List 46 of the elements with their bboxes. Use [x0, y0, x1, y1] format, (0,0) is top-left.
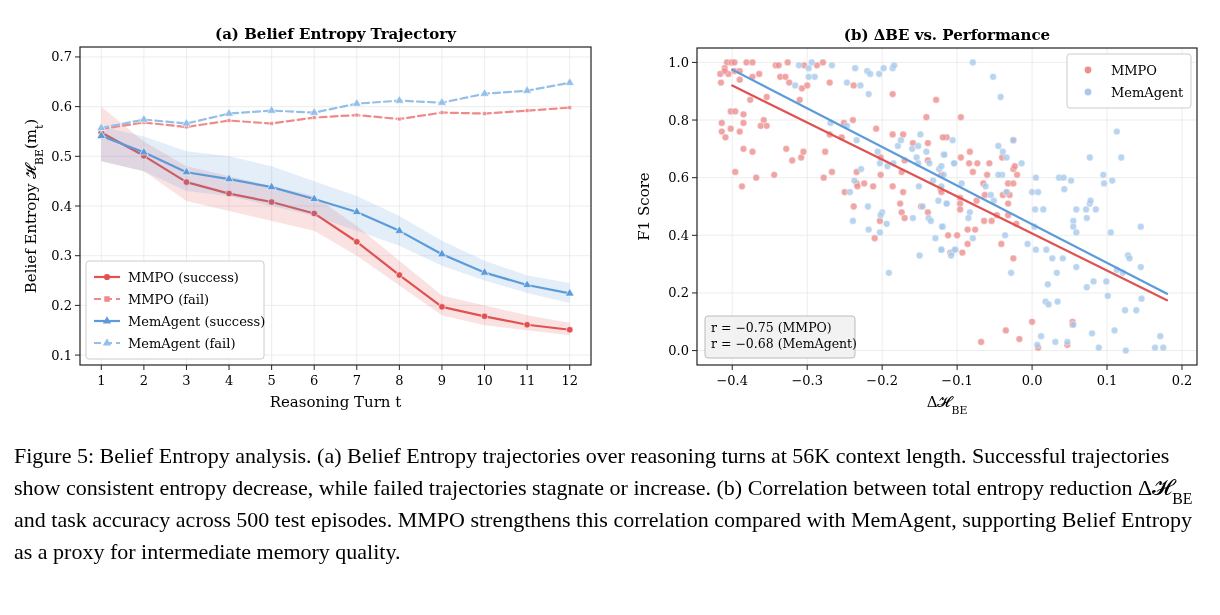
- x-tick-label: −0.1: [941, 373, 973, 388]
- x-tick-label: 7: [352, 373, 361, 388]
- chart-title: (a) Belief Entropy Trajectory: [215, 25, 458, 43]
- y-tick-label: 0.0: [668, 343, 689, 359]
- x-tick-label: 4: [224, 373, 234, 388]
- annotation: r = −0.75 (MMPO): [711, 320, 832, 335]
- legend-label: MemAgent (fail): [128, 335, 236, 351]
- x-tick-label: 9: [437, 373, 447, 388]
- y-tick-label: 0.3: [51, 248, 72, 264]
- caption: Figure 5: Belief Entropy analysis. (a) Belief Entropy trajectories over reasoning turns at 56K context length. Successful trajectories show consistent entropy decrease, while failed trajectories stagnate or increase. (b) Correlation between total entropy reduction Δ𝓗$_{BE}$ and task accuracy across 500 test episodes. MMPO strengthens this correlation compared with MemAgent, supporting Belief Entropy as a proxy for intermediate memory quality.: [14, 443, 1193, 564]
- legend-label: MMPO (success): [128, 269, 239, 285]
- y-axis-title: F1 Score: [635, 172, 653, 241]
- legend-label: MemAgent: [1111, 84, 1185, 100]
- y-tick-label: 0.4: [51, 198, 72, 214]
- y-tick-label: 0.6: [668, 170, 689, 186]
- x-tick-label: 5: [267, 373, 276, 388]
- x-tick-label: 1: [97, 373, 106, 388]
- x-tick-label: −0.4: [716, 373, 749, 388]
- x-tick-label: −0.3: [791, 373, 823, 388]
- x-tick-label: 2: [139, 373, 149, 388]
- y-tick-label: 0.6: [51, 99, 72, 115]
- x-tick-label: 6: [310, 373, 319, 388]
- x-tick-label: −0.2: [866, 373, 898, 388]
- y-tick-label: 0.5: [51, 148, 72, 164]
- legend-label: MMPO: [1111, 62, 1158, 78]
- x-tick-label: 0.0: [1021, 373, 1043, 388]
- y-tick-label: 0.2: [51, 297, 72, 313]
- legend-label: MemAgent (success): [128, 313, 266, 329]
- annotation: r = −0.68 (MemAgent): [711, 336, 857, 351]
- x-tick-label: 10: [476, 373, 493, 388]
- x-tick-label: 12: [561, 373, 578, 388]
- x-tick-label: 0.1: [1096, 373, 1118, 388]
- y-tick-label: 0.1: [51, 347, 72, 363]
- legend-label: MMPO (fail): [128, 291, 210, 307]
- x-tick-label: 0.2: [1171, 373, 1193, 388]
- x-axis-title: Reasoning Turn t: [269, 393, 402, 411]
- y-tick-label: 1.0: [668, 54, 689, 70]
- x-tick-label: 11: [518, 373, 536, 388]
- x-axis-title: Δ𝓗$_{BE}$: [926, 393, 968, 417]
- y-tick-label: 0.2: [668, 285, 689, 301]
- x-tick-label: 3: [182, 373, 191, 388]
- y-tick-label: 0.8: [668, 112, 689, 128]
- x-tick-label: 8: [395, 373, 404, 388]
- y-tick-label: 0.7: [51, 49, 72, 65]
- chart-title: (b) ΔBE vs. Performance: [843, 26, 1051, 44]
- y-tick-label: 0.4: [668, 227, 689, 243]
